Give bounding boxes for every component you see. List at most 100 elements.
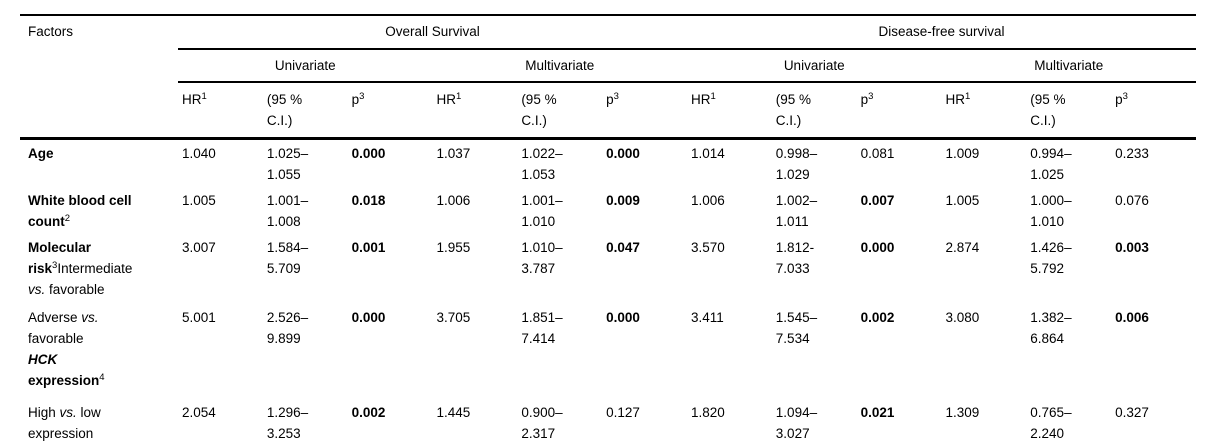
superscript: 3 [868, 91, 874, 102]
factor-label-line3: vs. favorable [28, 279, 174, 300]
hr-header-label: HR [182, 92, 202, 107]
factor-text: Adverse [28, 310, 82, 325]
factor-label: Age [28, 143, 174, 164]
ci-cell: 1.426– 5.792 [1026, 234, 1111, 304]
factor-label-line2: favorable [28, 328, 174, 349]
ci-header-line2: C.I.) [266, 113, 293, 128]
header-row-groups: Factors Overall Survival Disease-free su… [20, 15, 1196, 140]
factor-text: Age [28, 146, 54, 161]
factor-label: High vs. low [28, 402, 174, 423]
p-value-cell: 0.021 [860, 405, 895, 420]
table-row-age: Age 1.040 1.025– 1.055 0.000 1.037 1.022–… [20, 139, 1196, 188]
factor-text: low [76, 405, 101, 420]
ci-line2: 6.864 [1030, 331, 1065, 346]
factor-text: High [28, 405, 60, 420]
ci-cell: 0.998– 1.029 [772, 139, 857, 188]
ci-cell: 1.812- 7.033 [772, 234, 857, 304]
ci-line1: 2.526– [266, 310, 309, 325]
ci-cell: 1.001– 1.008 [263, 187, 348, 234]
factor-cell: High vs. low expression [20, 399, 178, 442]
factor-label-line2: count2 [28, 211, 174, 232]
superscript: 1 [201, 91, 207, 102]
factor-label: Molecular [28, 237, 174, 258]
ci-line2: 1.010 [521, 214, 556, 229]
hr-value-cell: 1.005 [182, 193, 216, 208]
factor-text-bold-italic: HCK [28, 352, 58, 367]
superscript: 3 [1122, 91, 1128, 102]
p-value-cell: 0.076 [1115, 193, 1149, 208]
hr-value-cell: 3.007 [182, 240, 216, 255]
ci-line1: 1.851– [521, 310, 563, 325]
factor-label-line2: risk3Intermediate [28, 258, 174, 279]
ci-header-cell: (95 % C.I.) [517, 82, 603, 140]
p-header-cell: p3 [602, 82, 687, 140]
hr-header-cell: HR1 [432, 82, 518, 140]
superscript: 2 [64, 213, 71, 224]
hr-header-cell: HR1 [178, 82, 263, 140]
ci-line1: 1.025– [266, 146, 309, 161]
ci-line1: 1.001– [266, 193, 309, 208]
ci-line1: 0.900– [521, 405, 563, 420]
p-value-cell: 0.006 [1115, 310, 1149, 325]
factor-text: White blood cell [28, 193, 132, 208]
p-value-cell: 0.000 [351, 146, 386, 161]
ci-header-line2: C.I.) [775, 113, 802, 128]
hr-value-cell: 1.445 [436, 405, 471, 420]
ci-header-line1: (95 % [521, 92, 557, 107]
ci-line1: 0.765– [1030, 405, 1072, 420]
ci-line2: 1.053 [521, 167, 556, 182]
superscript: 3 [52, 260, 58, 271]
subgroup-header-dfs-univariate: Univariate [686, 49, 942, 83]
hr-header-cell: HR1 [941, 82, 1027, 140]
hr-value-cell: 3.705 [436, 310, 471, 325]
ci-line1: 0.994– [1030, 146, 1072, 161]
ci-cell: 0.765– 2.240 [1026, 399, 1111, 442]
p-header-cell: p3 [856, 82, 942, 140]
factor-label: Adverse vs. [28, 307, 174, 328]
hr-header-cell: HR1 [686, 82, 772, 140]
hr-value-cell: 1.820 [690, 405, 725, 420]
p-value-cell: 0.327 [1115, 405, 1149, 420]
ci-cell: 1.094– 3.027 [772, 399, 857, 442]
factor-text: count [28, 214, 65, 229]
p-value-cell: 0.007 [860, 193, 895, 208]
group-header-overall-survival: Overall Survival [178, 15, 687, 50]
ci-line2: 7.534 [775, 331, 810, 346]
p-header-label: p [606, 92, 614, 107]
hr-value-cell: 1.006 [436, 193, 471, 208]
ci-header-line2: C.I.) [521, 113, 547, 128]
ci-line2: 2.240 [1030, 426, 1065, 441]
p-value-cell: 0.002 [860, 310, 895, 325]
factor-text-italic: vs. [28, 282, 46, 297]
hr-value-cell: 3.080 [945, 310, 980, 325]
ci-header-line2: C.I.) [1030, 113, 1056, 128]
p-value-cell: 0.081 [860, 146, 895, 161]
ci-line1: 1.545– [775, 310, 818, 325]
p-value-cell: 0.047 [606, 240, 640, 255]
p-header-cell: p3 [1111, 82, 1196, 140]
ci-line1: 1.584– [266, 240, 309, 255]
factor-text: favorable [28, 331, 84, 346]
ci-line1: 1.296– [266, 405, 309, 420]
ci-line2: 3.253 [266, 426, 301, 441]
p-value-cell: 0.233 [1115, 146, 1149, 161]
ci-line2: 1.029 [775, 167, 810, 182]
ci-line2: 1.008 [266, 214, 301, 229]
p-value-cell: 0.000 [860, 240, 895, 255]
ci-cell: 1.296– 3.253 [263, 399, 348, 442]
ci-line2: 7.033 [775, 261, 810, 276]
p-value-cell: 0.127 [606, 405, 640, 420]
p-value-cell: 0.002 [351, 405, 386, 420]
p-value-cell: 0.003 [1115, 240, 1149, 255]
ci-line2: 1.011 [775, 214, 809, 229]
factor-cell: White blood cell count2 [20, 187, 178, 234]
factor-text: expression [28, 426, 94, 441]
subgroup-header-os-multivariate: Multivariate [432, 49, 687, 83]
p-header-label: p [351, 92, 360, 107]
superscript: 1 [710, 91, 716, 102]
p-value-cell: 0.000 [606, 146, 640, 161]
factor-text: risk [28, 261, 53, 276]
hr-value-cell: 3.411 [690, 310, 724, 325]
subgroup-header-os-univariate: Univariate [178, 49, 433, 83]
header-row-subgroups: Univariate Multivariate Univariate Multi… [20, 49, 1196, 83]
